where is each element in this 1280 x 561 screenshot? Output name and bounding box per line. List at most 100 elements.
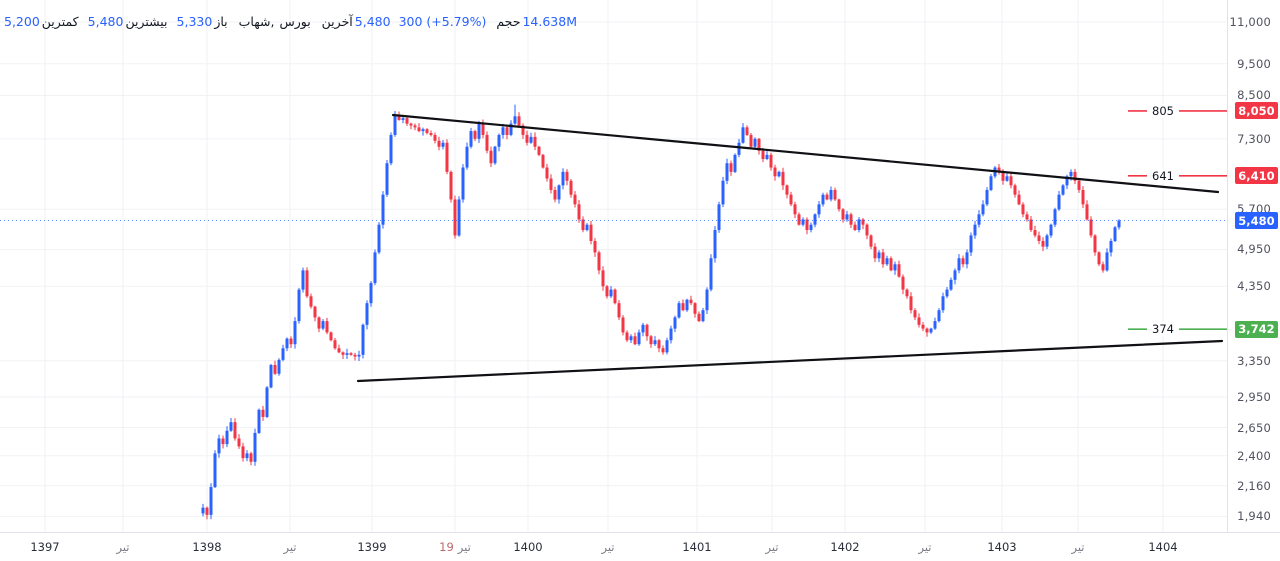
time-label-text: 1397 [30,540,60,554]
candle-body [709,258,713,290]
candle-body [693,303,697,314]
price-axis-label: 7,300 [1237,131,1271,146]
candle-body [669,328,673,341]
symbol-name[interactable]: شهاب, [238,14,275,29]
candle-body [1033,230,1037,236]
time-label-text: تیر [601,540,615,554]
candle-body [577,204,581,220]
candle-body [997,167,1001,172]
candle-body [801,219,805,225]
candle-body [213,453,217,488]
candle-body [633,336,637,345]
price-axis-label: 2,400 [1237,448,1271,463]
time-label-text: 1404 [1148,540,1178,554]
candle-body [653,340,657,345]
candle-body [377,224,381,253]
price-axis-label: 1,940 [1237,509,1271,524]
candle-body [601,270,605,287]
candle-body [585,224,589,231]
symbol-name[interactable]: بورس [279,14,311,29]
time-axis-month-label: تیر [1071,540,1084,554]
price-axis-label: 9,500 [1237,56,1271,71]
candle-body [593,240,597,253]
candle-body [269,365,273,388]
lower-trendline[interactable] [356,339,1224,383]
upper-trendline[interactable] [391,113,1220,194]
price-axis-label: 4,950 [1237,242,1271,257]
candle-body [349,353,353,355]
alert-line-label[interactable]: 805 [1147,103,1179,118]
alert-line-label[interactable]: 641 [1147,168,1179,183]
candle-body [741,127,745,143]
time-label-text: 1401 [682,540,712,554]
candle-body [421,129,425,132]
candle-body [493,146,497,164]
candle-body [401,118,405,120]
candle-body [1021,204,1025,215]
candle-body [1073,171,1077,181]
candle-body [817,204,821,215]
time-axis-year-label: 1399 [357,540,386,554]
candle-body [309,296,313,307]
candle-body [345,353,349,355]
candle-body [1025,214,1029,220]
candle-body [981,204,985,215]
candle-body [649,336,653,345]
candle-body [665,340,669,353]
price-axis[interactable]: 11,000 9,500 8,500 7,300 5,700 4,950 4,350 3,35… [1227,0,1280,532]
candle-body [625,332,629,341]
candle-body [793,204,797,215]
time-label-text: 1403 [987,540,1017,554]
candle-body [369,283,373,304]
candle-body [749,134,753,147]
candle-body [661,348,665,353]
alert-line-label[interactable]: 374 [1147,322,1179,337]
candle-body [773,167,777,177]
candle-body [201,507,205,514]
time-label-text: 19 [439,540,454,554]
candle-body [845,214,849,220]
candle-body [1037,235,1041,241]
candle-body [405,118,409,124]
candle-body [1045,235,1049,247]
candle-body [417,127,421,132]
legend-label: حجم [496,14,521,29]
candle-body [209,487,213,515]
candle-body [561,171,565,186]
candle-body [785,185,789,195]
candle-body [941,296,945,311]
candle-body [641,324,645,333]
candle-body [673,317,677,329]
candle-body [321,321,325,329]
candle-body [545,167,549,179]
candle-body [1053,209,1057,225]
candle-body [797,214,801,225]
candle-body [261,409,265,417]
candle-body [769,154,773,168]
candle-body [365,303,369,325]
candle-body [597,252,601,271]
candle-body [937,310,941,322]
time-axis-year-label: 1403 [987,540,1016,554]
symbol-legend[interactable]: 5,200 کمترین 5,480 بیشترین 5,330 باز شهاب, بورس… [4,13,577,31]
candle-body [381,194,385,225]
candle-body [645,324,649,337]
legend-value: 5,480 [354,14,391,29]
candle-body [613,289,617,304]
candle-body [721,180,725,205]
candle-body [293,321,297,345]
candle-body [477,123,481,139]
candle-body [1105,252,1109,271]
candle-body [1069,171,1073,177]
candle-body [921,324,925,329]
candle-body [681,303,685,311]
candle-body [677,303,681,318]
time-axis[interactable]: 1397 تیر 1398 تیر 1399 19 تیر 1400 تیر 1401 تیر 140… [0,532,1280,561]
candle-body [765,154,769,160]
time-label-text: 1399 [357,540,387,554]
candle-body [469,131,473,147]
candle-body [965,252,969,265]
candle-body [285,338,289,349]
candle-body [481,123,485,135]
